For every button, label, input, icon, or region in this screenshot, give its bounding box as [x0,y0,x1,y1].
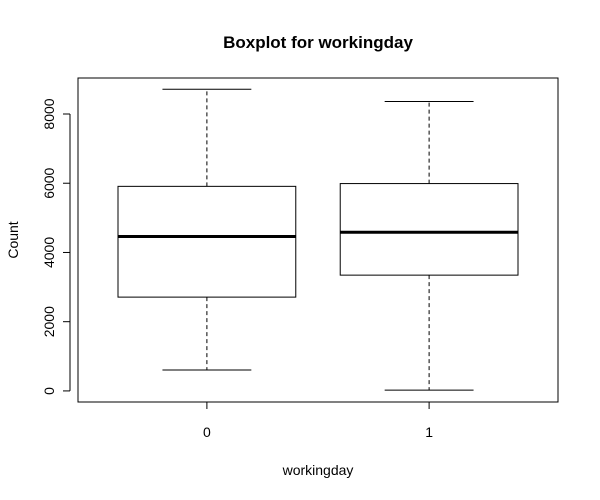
y-axis: 0 2000 4000 6000 8000 [41,98,71,395]
iqr-box [339,183,519,276]
y-tick-label: 6000 [41,167,57,198]
iqr-box [117,185,297,298]
y-tick-label: 2000 [41,306,57,337]
y-tick-label: 8000 [41,98,57,129]
plot-frame [77,77,559,403]
x-tick-label: 1 [425,424,433,440]
box-group [339,100,519,391]
x-axis-label: workingday [282,462,354,478]
x-tick-label: 0 [203,424,211,440]
box-group [117,88,297,371]
y-tick-label: 4000 [41,237,57,268]
chart-title: Boxplot for workingday [223,33,413,52]
boxes-layer [117,88,519,391]
y-tick-label: 0 [41,387,57,395]
y-axis-label: Count [5,221,21,258]
